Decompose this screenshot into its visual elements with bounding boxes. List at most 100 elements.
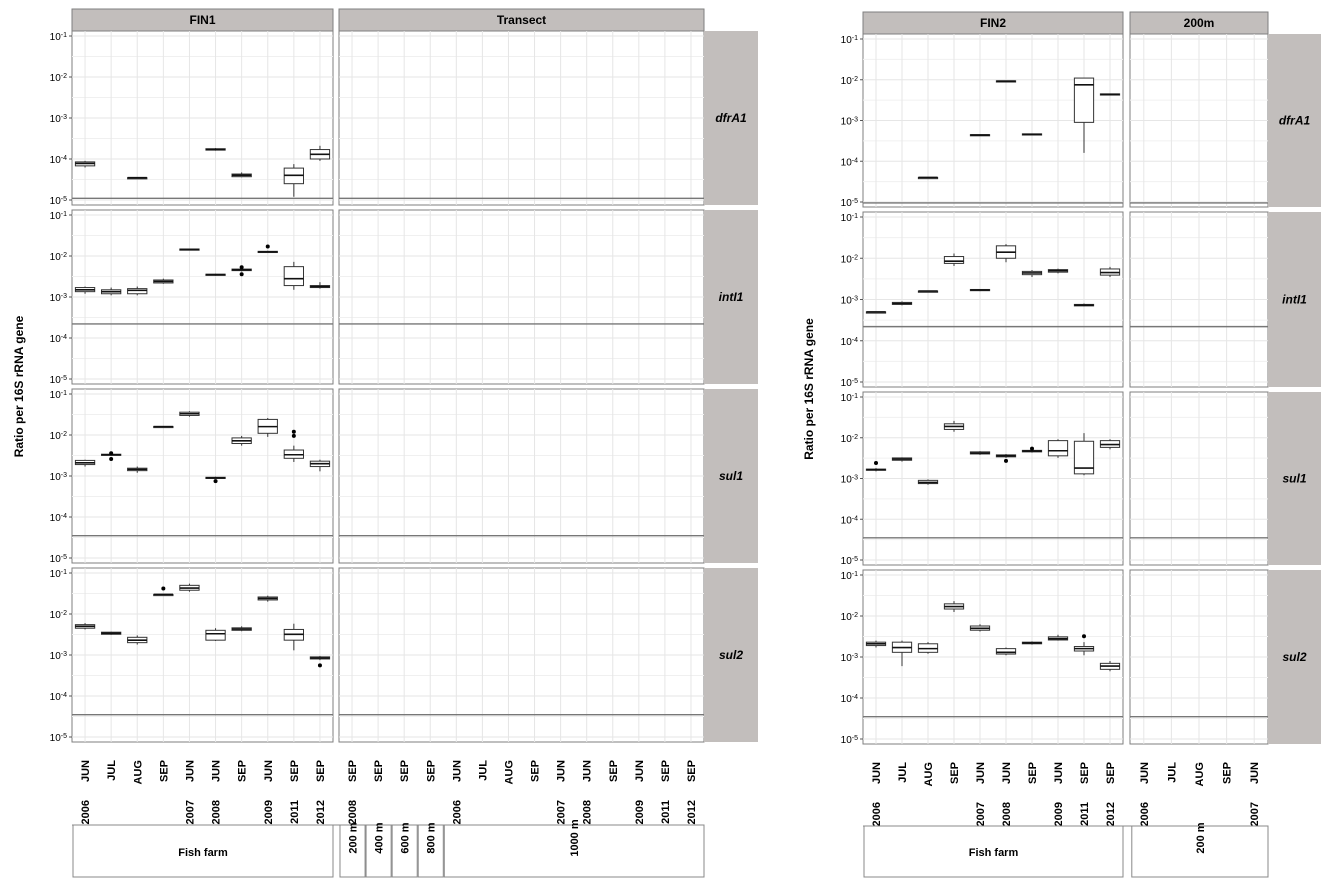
box-plot-9 (309, 282, 331, 289)
y-tick-label: 10-1 (50, 569, 67, 581)
x-tick-month: JUN (1139, 762, 1151, 784)
x-tick-month: SEP (315, 760, 327, 782)
box-outlier (1030, 446, 1034, 451)
y-tick-label: 10-2 (50, 252, 67, 264)
y-axis-title: Ratio per 16S rRNA gene (12, 315, 26, 457)
box-iqr (1047, 440, 1069, 457)
x-tick-month: SEP (1222, 762, 1234, 784)
box-plot-6 (231, 435, 252, 446)
box-plot-8 (1073, 303, 1095, 307)
x-tick-month: JUL (477, 760, 489, 781)
x-group-box (391, 824, 418, 878)
row-strip-label: dfrA1 (1279, 114, 1311, 128)
y-tick-label: 10-1 (50, 211, 67, 223)
box-plot-3 (943, 420, 965, 432)
box-plot-2 (917, 642, 939, 654)
box-outlier (109, 456, 114, 461)
y-tick-label: 10-5 (50, 196, 67, 208)
x-tick-month: SEP (530, 760, 542, 782)
row-strip-label: sul1 (1282, 472, 1306, 486)
box-iqr (1073, 440, 1095, 475)
box-iqr (127, 288, 148, 295)
box-plot-1 (100, 451, 122, 461)
box-plot-8 (283, 429, 305, 462)
box-plot-7 (257, 244, 278, 254)
box-plot-0 (865, 311, 887, 314)
y-tick-label: 10-2 (841, 612, 858, 624)
y-tick-label: 10-1 (841, 35, 858, 47)
y-tick-label: 10-1 (841, 571, 858, 583)
box-plot-3 (153, 425, 174, 429)
x-group-box (365, 824, 392, 878)
box-plot-1 (891, 640, 913, 667)
x-tick-month: JUN (1053, 762, 1065, 784)
x-tick-year: 2007 (184, 800, 196, 824)
x-tick-month: JUN (582, 760, 594, 782)
y-tick-label: 10-5 (841, 378, 858, 390)
x-tick-year: 2008 (211, 800, 223, 824)
box-plot-0 (865, 461, 887, 472)
x-tick-month: JUN (184, 760, 196, 782)
x-tick-month: SEP (686, 760, 698, 782)
box-plot-1 (891, 301, 913, 306)
y-tick-label: 10-3 (841, 295, 858, 307)
box-plot-5 (995, 80, 1017, 83)
x-tick-year: 2012 (315, 800, 327, 824)
box-plot-4 (179, 248, 200, 251)
x-tick-month: JUL (897, 762, 909, 783)
x-group-label: 1000 m (569, 819, 581, 857)
box-plot-8 (283, 164, 305, 197)
y-tick-label: 10-4 (841, 157, 858, 169)
box-iqr (1073, 77, 1095, 123)
x-tick-year: 2006 (871, 802, 883, 826)
y-tick-label: 10-3 (841, 116, 858, 128)
row-strip (704, 31, 758, 205)
box-plot-6 (1021, 446, 1043, 453)
x-tick-month: SEP (399, 760, 411, 782)
y-tick-label: 10-4 (50, 334, 67, 346)
x-tick-month: SEP (1079, 762, 1091, 784)
y-tick-label: 10-4 (50, 513, 67, 525)
x-group-label: Fish farm (178, 847, 228, 859)
box-plot-2 (127, 635, 148, 645)
y-tick-label: 10-3 (50, 651, 67, 663)
x-group-label: 200 m (1195, 822, 1207, 853)
box-plot-9 (1099, 660, 1121, 672)
x-tick-month: SEP (158, 760, 170, 782)
box-plot-0 (74, 623, 96, 630)
row-strip (1268, 392, 1321, 565)
box-plot-4 (969, 134, 991, 137)
y-tick-label: 10-1 (50, 390, 67, 402)
box-plot-7 (1047, 634, 1069, 641)
x-tick-year: 2007 (975, 802, 987, 826)
box-plot-7 (1047, 439, 1069, 458)
column-strip-label: FIN1 (189, 13, 215, 27)
x-tick-year: 2006 (451, 800, 463, 824)
y-tick-label: 10-3 (50, 114, 67, 126)
box-plot-2 (127, 466, 148, 473)
y-tick-label: 10-1 (841, 213, 858, 225)
box-outlier (1004, 458, 1008, 463)
box-iqr (995, 648, 1017, 655)
x-tick-month: JUL (1166, 762, 1178, 783)
x-tick-year: 2009 (1053, 802, 1065, 826)
row-strip (1268, 34, 1321, 207)
x-group-box (339, 824, 366, 878)
box-plot-7 (1047, 268, 1069, 274)
x-tick-year: 2009 (263, 800, 275, 824)
box-plot-5 (205, 148, 226, 151)
x-tick-month: SEP (289, 760, 301, 782)
x-tick-month: SEP (347, 760, 359, 782)
box-outlier (291, 429, 296, 434)
y-tick-label: 10-2 (841, 254, 858, 266)
x-tick-year: 2008 (582, 800, 594, 824)
x-tick-month: SEP (949, 762, 961, 784)
box-plot-9 (1099, 266, 1121, 278)
box-plot-5 (995, 647, 1017, 656)
box-plot-2 (127, 176, 148, 180)
box-plot-9 (1099, 439, 1121, 450)
box-plot-9 (1099, 93, 1121, 96)
x-tick-month: JUN (263, 760, 275, 782)
y-tick-label: 10-3 (841, 474, 858, 486)
box-plot-2 (917, 479, 939, 485)
